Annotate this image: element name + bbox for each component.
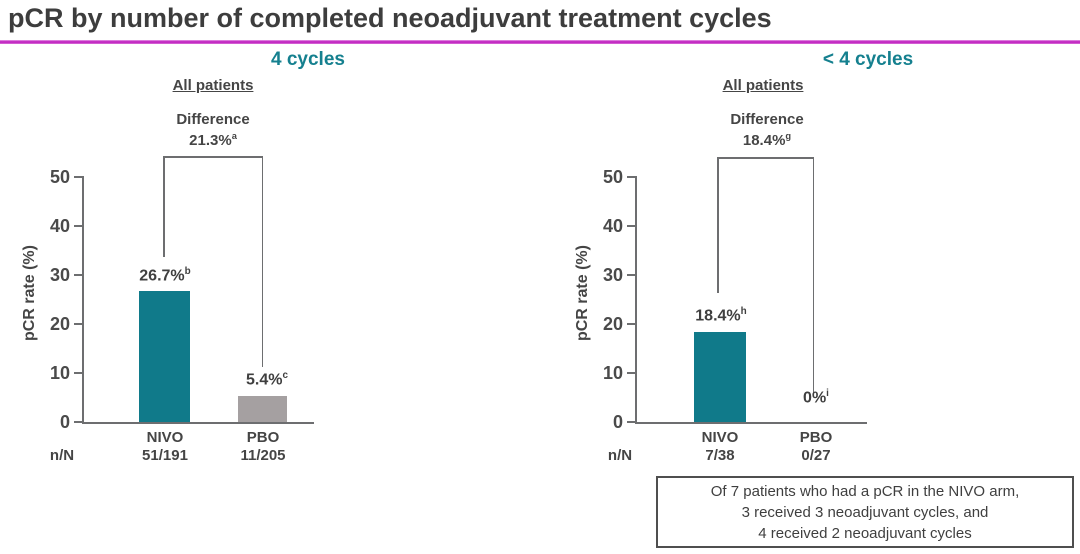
left-plot-area	[84, 177, 313, 422]
left-tick-50	[74, 176, 82, 178]
right-tick-label-0: 0	[612, 412, 623, 432]
right-difference-value: 18.4%g	[742, 131, 792, 149]
left-chart-header: 4 cycles	[271, 49, 345, 70]
left-nN-axis-label: n/N	[49, 447, 75, 464]
left-pbo-nN-value: 11/205	[240, 447, 286, 464]
left-tick-label-20: 20	[49, 314, 70, 334]
left-tick-label-30: 30	[49, 265, 70, 285]
left-y-axis-line	[82, 176, 84, 424]
nivo-pcr-note-box: Of 7 patients who had a pCR in the NIVO …	[656, 476, 1074, 548]
right-x-axis-line	[635, 422, 867, 424]
left-tick-40	[74, 225, 82, 227]
left-tick-30	[74, 274, 82, 276]
left-tick-label-40: 40	[49, 216, 70, 236]
right-bracket-top	[717, 157, 814, 159]
right-nivo-bar	[694, 331, 746, 422]
right-pbo-value-label: 0%i	[803, 388, 829, 407]
left-pbo-category-label: PBO	[246, 429, 280, 446]
left-nivo-bar	[139, 291, 190, 422]
right-pbo-category-label: PBO	[799, 429, 833, 446]
left-x-axis-line	[82, 422, 314, 424]
right-y-axis-title: pCR rate (%)	[574, 245, 591, 342]
page-title: pCR by number of completed neoadjuvant t…	[8, 3, 772, 33]
title-divider-rule	[0, 40, 1080, 44]
right-tick-0	[627, 421, 635, 423]
note-line-1: Of 7 patients who had a pCR in the NIVO …	[710, 482, 1020, 500]
right-tick-label-50: 50	[602, 167, 623, 187]
left-pbo-value-label: 5.4%c	[246, 370, 288, 389]
right-tick-20	[627, 323, 635, 325]
note-line-3: 4 received 2 neoadjuvant cycles	[758, 524, 972, 542]
left-tick-label-0: 0	[59, 412, 70, 432]
left-tick-10	[74, 372, 82, 374]
right-tick-label-30: 30	[602, 265, 623, 285]
left-difference-label: Difference	[176, 111, 250, 128]
left-bracket-top	[163, 156, 263, 158]
right-bracket-pbo-leg	[812, 157, 814, 393]
left-tick-label-10: 10	[49, 363, 70, 383]
left-chart-subheader: All patients	[172, 77, 254, 94]
right-tick-label-20: 20	[602, 314, 623, 334]
right-tick-40	[627, 225, 635, 227]
left-y-axis-title: pCR rate (%)	[21, 245, 38, 342]
right-tick-label-40: 40	[602, 216, 623, 236]
right-tick-30	[627, 274, 635, 276]
left-tick-label-50: 50	[49, 167, 70, 187]
right-chart-header: < 4 cycles	[822, 49, 914, 70]
left-difference-value: 21.3%a	[189, 131, 237, 149]
right-nN-axis-label: n/N	[607, 447, 633, 464]
right-bracket-nivo-leg	[717, 157, 719, 293]
left-pbo-bar	[238, 395, 287, 422]
left-nivo-category-label: NIVO	[146, 429, 184, 446]
left-tick-0	[74, 421, 82, 423]
right-tick-10	[627, 372, 635, 374]
right-nivo-value-label: 18.4%h	[695, 306, 747, 325]
note-line-2: 3 received 3 neoadjuvant cycles, and	[741, 503, 989, 521]
right-chart-subheader: All patients	[722, 77, 804, 94]
right-tick-50	[627, 176, 635, 178]
right-y-axis-line	[635, 176, 637, 424]
right-nivo-category-label: NIVO	[701, 429, 739, 446]
right-pbo-nN-value: 0/27	[801, 447, 831, 464]
right-difference-label: Difference	[730, 111, 804, 128]
left-nivo-nN-value: 51/191	[142, 447, 188, 464]
right-plot-area	[637, 177, 866, 422]
left-tick-20	[74, 323, 82, 325]
left-bracket-nivo-leg	[163, 156, 165, 257]
left-bracket-pbo-leg	[261, 156, 263, 367]
right-nivo-nN-value: 7/38	[705, 447, 735, 464]
right-tick-label-10: 10	[602, 363, 623, 383]
left-nivo-value-label: 26.7%b	[139, 266, 191, 285]
